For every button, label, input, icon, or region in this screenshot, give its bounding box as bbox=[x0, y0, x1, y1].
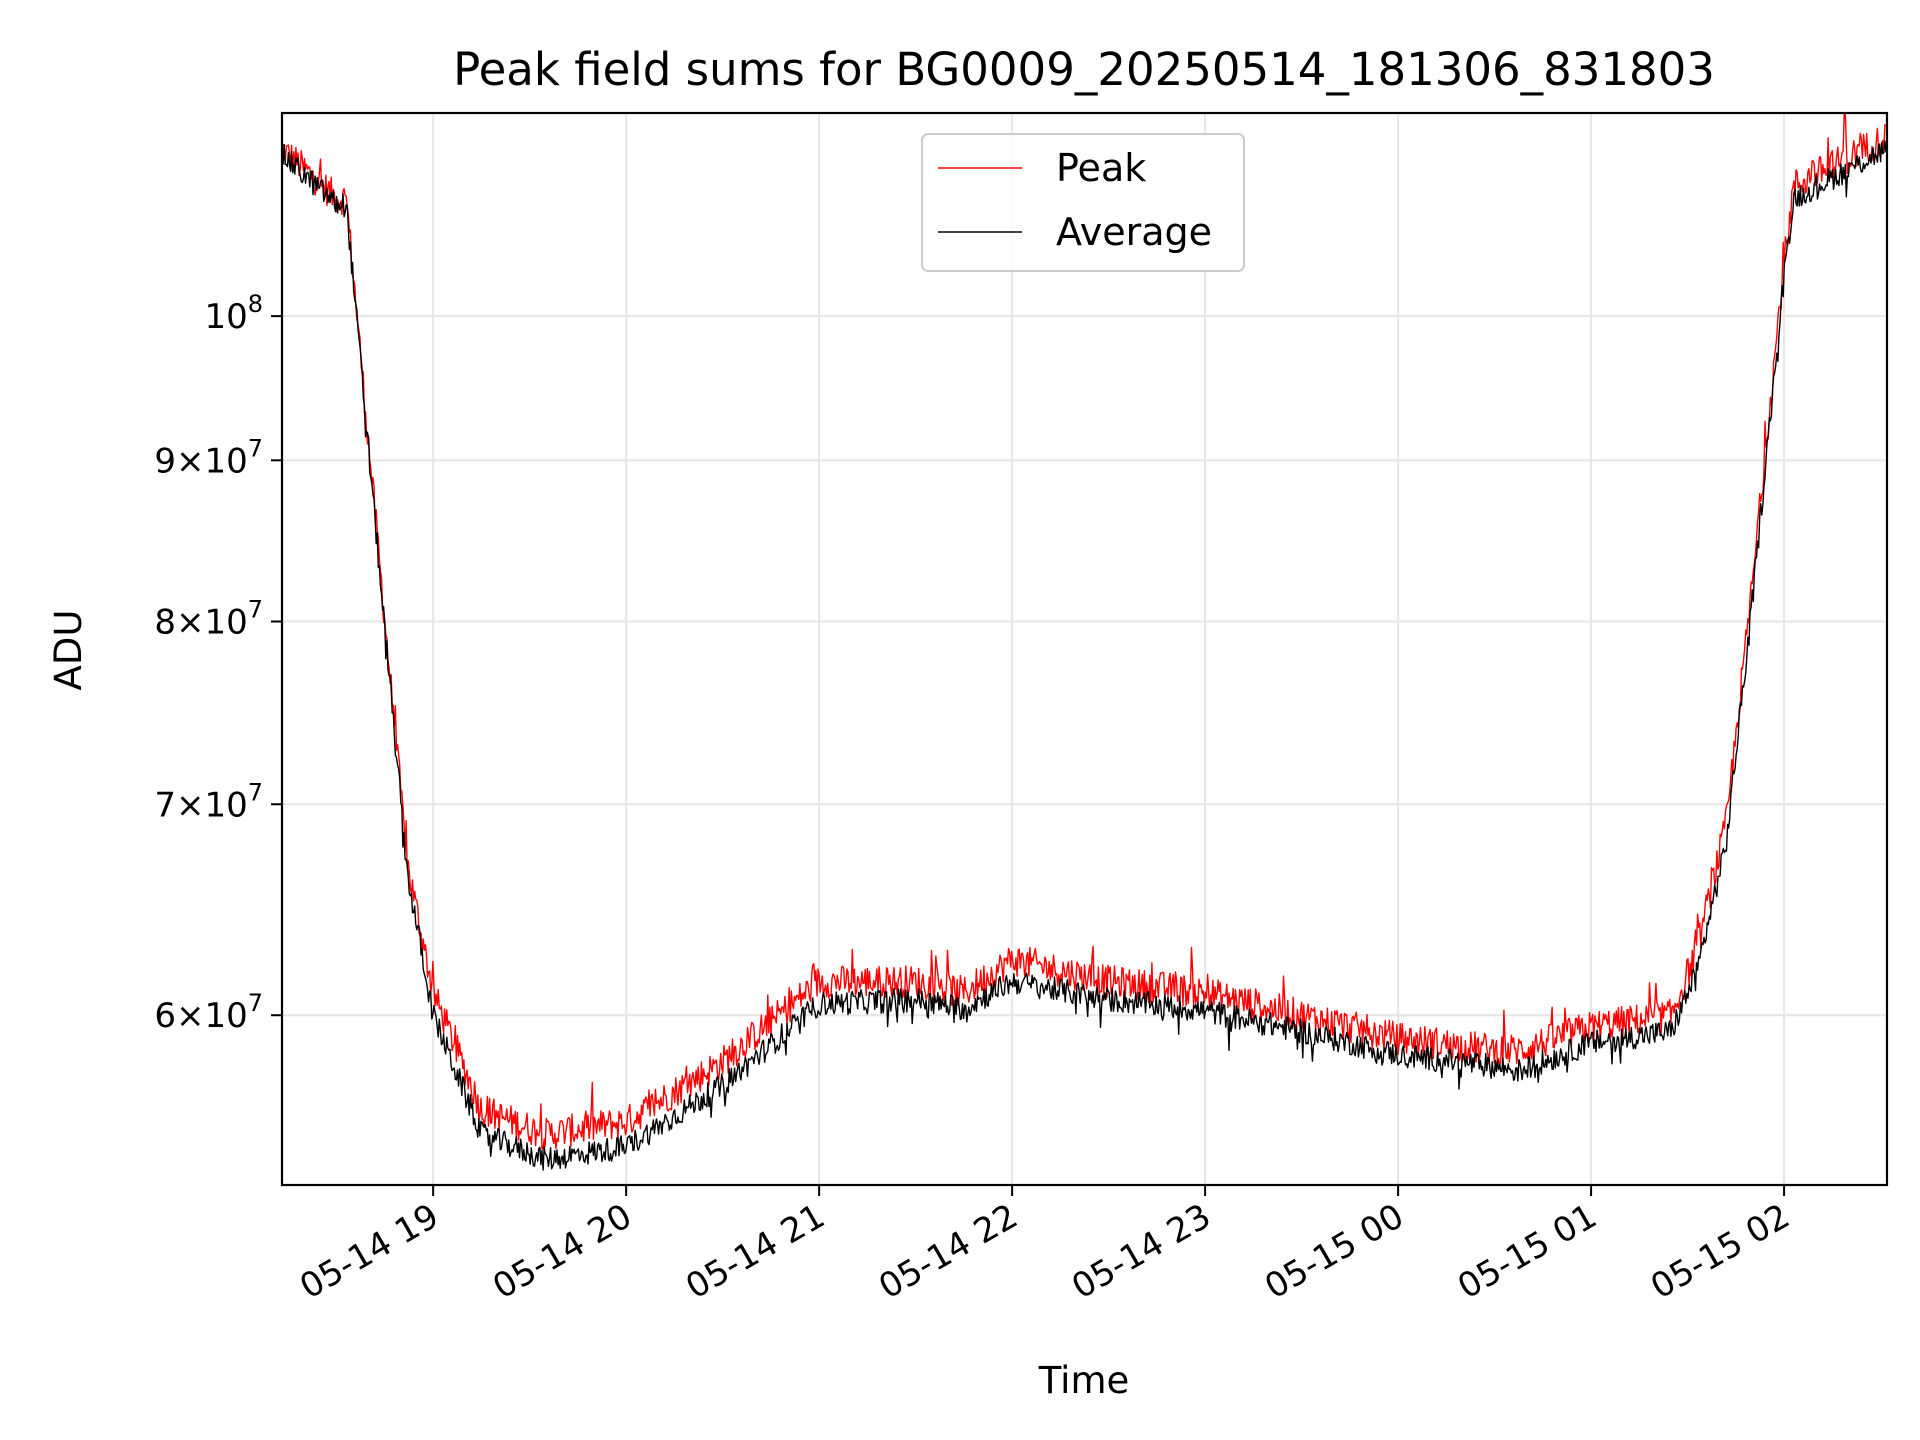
chart-title: Peak field sums for BG0009_20250514_1813… bbox=[453, 43, 1715, 96]
y-tick-exponent: 7 bbox=[248, 434, 263, 462]
y-tick-mantissa: 6 bbox=[154, 996, 176, 1036]
y-tick-label: 8×107 bbox=[154, 596, 263, 643]
y-tick-times: ×10 bbox=[176, 603, 248, 643]
y-tick-mantissa: 7 bbox=[154, 785, 176, 825]
y-tick-mantissa: 9 bbox=[154, 441, 176, 481]
y-tick-times: ×10 bbox=[176, 785, 248, 825]
y-tick-exponent: 7 bbox=[248, 989, 263, 1017]
plot-lines bbox=[281, 112, 1888, 1171]
y-tick-base: 10 bbox=[204, 297, 247, 337]
y-tick-times: ×10 bbox=[176, 441, 248, 481]
y-axis-title: ADU bbox=[47, 610, 90, 691]
y-tick-exponent: 8 bbox=[248, 290, 263, 318]
y-tick-label: 108 bbox=[204, 290, 263, 337]
grid bbox=[282, 113, 1887, 1185]
y-tick-exponent: 7 bbox=[248, 778, 263, 806]
y-tick-label: 6×107 bbox=[154, 989, 263, 1036]
series-line-average bbox=[281, 140, 1888, 1171]
legend-label-peak: Peak bbox=[1056, 146, 1146, 190]
legend-label-average: Average bbox=[1056, 210, 1212, 254]
y-tick-label: 7×107 bbox=[154, 778, 263, 825]
y-tick-times: ×10 bbox=[176, 996, 248, 1036]
series-line-peak bbox=[281, 112, 1888, 1150]
x-axis-title: Time bbox=[1038, 1359, 1130, 1402]
plot-frame bbox=[280, 111, 1889, 1187]
y-tick-exponent: 7 bbox=[248, 596, 263, 624]
y-tick-label: 9×107 bbox=[154, 434, 263, 481]
legend: Peak Average bbox=[921, 133, 1245, 272]
y-tick-mantissa: 8 bbox=[154, 603, 176, 643]
